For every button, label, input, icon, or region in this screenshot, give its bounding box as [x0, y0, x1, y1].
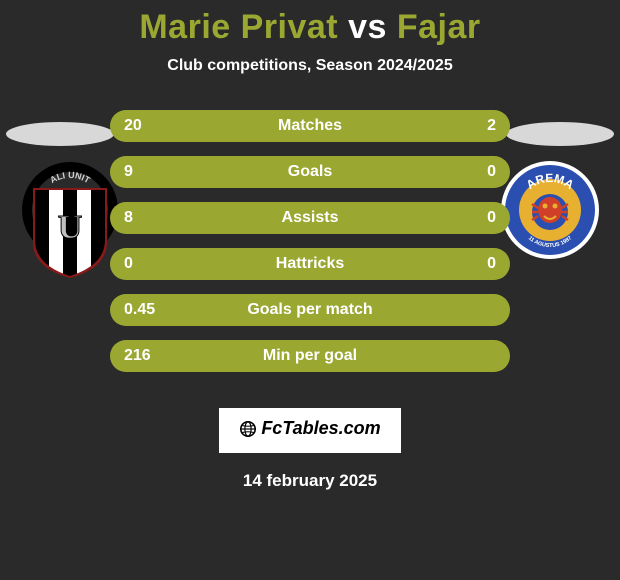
stat-left-value: 20	[124, 117, 174, 135]
right-club-badge: AREMA 11 AGUSTUS 1987	[500, 160, 600, 260]
date-label: 14 february 2025	[0, 471, 620, 491]
stat-right-value: 0	[446, 163, 496, 181]
stat-label: Assists	[282, 209, 339, 227]
stat-left-value: 216	[124, 347, 174, 365]
stat-left-value: 0.45	[124, 301, 174, 319]
player2-name: Fajar	[397, 8, 481, 46]
watermark-box: FcTables.com	[219, 408, 400, 453]
left-club-badge: ALI UNIT U	[20, 160, 120, 278]
stat-label: Min per goal	[263, 347, 357, 365]
globe-icon	[239, 420, 257, 438]
stat-label: Matches	[278, 117, 342, 135]
main-area: ALI UNIT U	[0, 100, 620, 400]
left-pedestal-ellipse	[6, 122, 114, 146]
shield-icon: ALI UNIT U	[20, 160, 120, 278]
stat-row: 0.45 Goals per match	[110, 294, 510, 326]
vs-label: vs	[348, 8, 387, 46]
page-title: Marie Privat vs Fajar	[0, 8, 620, 47]
stat-label: Goals	[288, 163, 332, 181]
circle-badge-icon: AREMA 11 AGUSTUS 1987	[500, 160, 600, 260]
stat-left-value: 8	[124, 209, 174, 227]
stats-table: 20 Matches 2 9 Goals 0 8 Assists 0 0 Hat…	[110, 110, 510, 386]
watermark-label: FcTables.com	[261, 418, 380, 439]
stat-left-value: 9	[124, 163, 174, 181]
comparison-card: Marie Privat vs Fajar Club competitions,…	[0, 0, 620, 491]
stat-row: 8 Assists 0	[110, 202, 510, 234]
subtitle: Club competitions, Season 2024/2025	[0, 57, 620, 75]
stat-right-value: 0	[446, 209, 496, 227]
stat-right-value: 0	[446, 255, 496, 273]
stat-label: Hattricks	[276, 255, 344, 273]
stat-row: 216 Min per goal	[110, 340, 510, 372]
stat-label: Goals per match	[247, 301, 372, 319]
svg-text:U: U	[58, 209, 83, 246]
stat-right-value: 2	[446, 117, 496, 135]
stat-row: 9 Goals 0	[110, 156, 510, 188]
stat-left-value: 0	[124, 255, 174, 273]
stat-row: 0 Hattricks 0	[110, 248, 510, 280]
right-pedestal-ellipse	[506, 122, 614, 146]
player1-name: Marie Privat	[139, 8, 338, 46]
watermark: FcTables.com	[239, 418, 380, 439]
stat-row: 20 Matches 2	[110, 110, 510, 142]
